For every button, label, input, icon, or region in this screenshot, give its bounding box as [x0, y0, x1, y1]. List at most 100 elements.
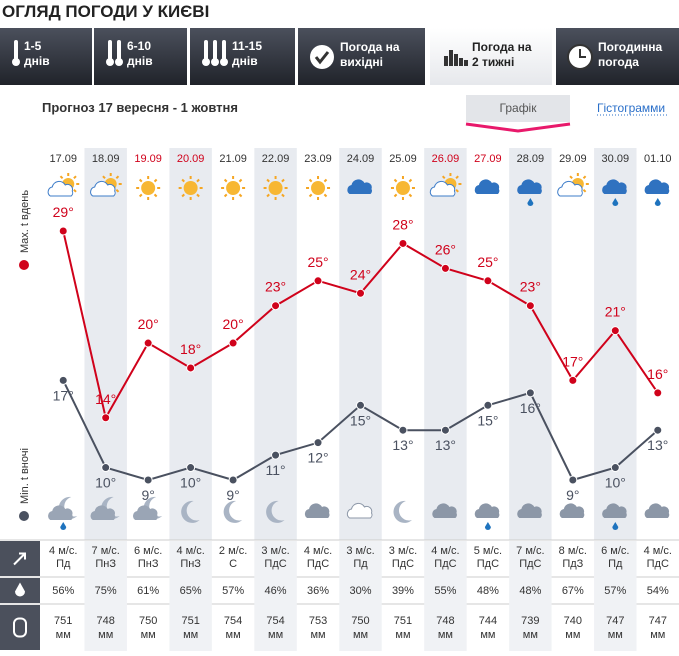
temperature-label: 10° [180, 475, 201, 491]
tab-label[interactable]: 11-15 [232, 39, 262, 53]
temperature-label: 25° [307, 254, 328, 270]
table-cell: мм [650, 629, 665, 641]
table-cell: ПнЗ [180, 558, 201, 570]
temperature-label: 21° [605, 304, 626, 320]
table-cell: 65% [180, 585, 202, 597]
sun-ray [582, 175, 587, 180]
table-cell: мм [523, 629, 538, 641]
sun-ray [281, 178, 285, 183]
cloud [602, 503, 627, 518]
temperature-label: 28° [392, 216, 413, 232]
tab-label[interactable]: 1-5 [24, 39, 42, 53]
table-cell: 36% [307, 585, 329, 597]
sun-ray [153, 193, 158, 198]
table-cell: 57% [222, 585, 244, 597]
thermometer-icon [12, 58, 20, 66]
cloud [90, 505, 116, 520]
thermometer-icon [202, 58, 210, 66]
table-cell: ПдС [647, 558, 669, 570]
tab-label[interactable]: Погода на [472, 40, 532, 54]
date-label: 21.09 [219, 153, 247, 165]
cell-shade [339, 541, 382, 651]
temperature-point [58, 375, 68, 385]
tab-sublabel[interactable]: днів [232, 54, 258, 68]
sun-ray [408, 193, 413, 198]
tab-label[interactable]: Погода на [340, 40, 400, 54]
temperature-point [101, 413, 111, 423]
graph-button-label[interactable]: Графік [500, 101, 538, 115]
sun-ray [393, 178, 398, 183]
table-cell: 751 [394, 615, 412, 627]
temperature-label: 13° [392, 437, 413, 453]
temperature-label: 16° [647, 366, 668, 382]
temperature-label: 10° [605, 475, 626, 491]
tab-label[interactable]: Погодинна [598, 40, 662, 54]
tab-icon [459, 58, 463, 66]
temperature-point [313, 276, 323, 286]
temperature-point [525, 301, 535, 311]
legend-marker [19, 260, 29, 270]
sun-ray [408, 178, 413, 183]
tab-icon [444, 56, 448, 66]
rain-drop [612, 198, 619, 207]
table-cell: 75% [95, 585, 117, 597]
temperature-label: 24° [350, 266, 371, 282]
pressure-icon [13, 617, 27, 638]
table-cell: 39% [392, 585, 414, 597]
table-cell: мм [353, 629, 368, 641]
cell-shade [169, 541, 212, 651]
table-cell: мм [56, 629, 71, 641]
sun-ray [266, 193, 270, 198]
temperature-label: 26° [435, 241, 456, 257]
sun-ray [59, 175, 64, 180]
moon [266, 500, 285, 523]
histogram-link[interactable]: Гістограмми [597, 101, 665, 115]
table-cell: ПдС [307, 558, 329, 570]
temperature-point [143, 338, 153, 348]
temperature-point [313, 438, 323, 448]
table-cell: 739 [521, 615, 539, 627]
cloud [474, 179, 500, 194]
temperature-label: 29° [53, 204, 74, 220]
temperature-point [186, 463, 196, 473]
sun-ray [181, 178, 185, 183]
sun-ray [441, 175, 446, 180]
sun [141, 181, 156, 195]
table-cell: 8 м/с. [559, 545, 587, 557]
date-label: 22.09 [262, 153, 290, 165]
table-cell: 750 [351, 615, 369, 627]
table-cell: мм [98, 629, 113, 641]
date-label: 19.09 [134, 153, 162, 165]
graph-button[interactable] [466, 95, 570, 122]
moon [181, 500, 200, 523]
tab-sublabel[interactable]: днів [24, 54, 50, 68]
sun-ray [181, 193, 185, 198]
table-cell: 748 [436, 615, 454, 627]
rain-drop [484, 522, 491, 530]
temperature-point [653, 425, 663, 435]
sun-ray [115, 175, 120, 180]
temperature-label: 11° [265, 462, 285, 478]
temperature-point [525, 388, 535, 398]
thermometer-icon [106, 58, 114, 66]
cloud [347, 179, 372, 194]
table-cell: 48% [477, 585, 499, 597]
table-cell: Пд [353, 558, 368, 570]
table-cell: 57% [604, 585, 626, 597]
column-shade [169, 148, 212, 540]
table-cell: 754 [266, 615, 284, 627]
temperature-label: 14° [95, 391, 116, 407]
table-cell: 747 [606, 615, 624, 627]
table-cell: 5 м/с. [474, 545, 502, 557]
tab-label[interactable]: 6-10 [127, 39, 151, 53]
tab-sublabel[interactable]: 2 тижні [472, 55, 514, 69]
tab-sublabel[interactable]: вихідні [340, 55, 383, 69]
tab-sublabel[interactable]: погода [598, 55, 639, 69]
table-cell: 56% [52, 585, 74, 597]
table-cell: 4 м/с. [644, 545, 672, 557]
table-cell: 3 м/с. [346, 545, 374, 557]
cloud [133, 505, 158, 520]
tab-sublabel[interactable]: днів [127, 54, 153, 68]
page-title: ОГЛЯД ПОГОДИ У КИЄВІ [2, 2, 209, 21]
rain-drop [60, 522, 67, 531]
